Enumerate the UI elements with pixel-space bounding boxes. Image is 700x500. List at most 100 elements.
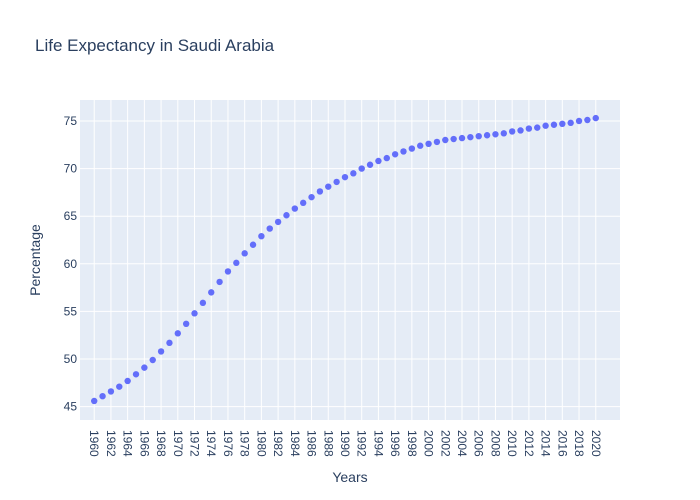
data-point	[216, 278, 223, 286]
data-points	[91, 114, 599, 405]
data-point	[592, 114, 599, 122]
data-point	[149, 356, 156, 364]
x-tick-label: 1988	[321, 430, 335, 457]
data-point	[308, 193, 315, 201]
x-tick-label: 2018	[572, 430, 586, 457]
y-tick-label: 60	[64, 257, 78, 271]
x-tick-label: 2000	[422, 430, 436, 457]
data-point	[341, 173, 349, 181]
x-tick-label: 1994	[371, 430, 385, 457]
x-tick-label: 1990	[338, 430, 352, 457]
data-point	[132, 371, 140, 378]
x-tick-label: 1984	[288, 430, 302, 457]
data-point	[417, 142, 424, 149]
x-gridlines	[93, 100, 597, 420]
data-point	[375, 157, 382, 165]
data-point	[425, 140, 432, 148]
data-point	[550, 121, 558, 128]
data-point	[483, 132, 491, 139]
x-tick-label: 2016	[555, 430, 569, 457]
data-point	[500, 130, 508, 137]
x-tick-label: 1986	[305, 430, 319, 457]
data-point	[91, 397, 98, 405]
x-tick-label: 2020	[589, 430, 603, 457]
data-point	[157, 348, 165, 355]
data-point	[442, 136, 449, 144]
plot-area	[80, 100, 620, 420]
data-point	[182, 320, 190, 328]
data-point	[299, 199, 307, 207]
data-point	[208, 289, 215, 296]
data-point	[258, 232, 265, 240]
x-tick-label: 1976	[221, 430, 235, 457]
data-point	[584, 116, 591, 124]
x-tick-label: 1982	[271, 430, 285, 457]
data-point	[333, 178, 340, 186]
x-tick-label: 2014	[539, 430, 553, 457]
x-tick-label: 2012	[522, 430, 536, 457]
data-point	[534, 124, 541, 131]
data-point	[233, 259, 240, 267]
data-point	[467, 133, 474, 141]
data-point	[274, 218, 282, 226]
data-point	[124, 377, 131, 385]
x-tick-label: 1978	[238, 430, 252, 457]
data-point	[241, 250, 248, 257]
x-tick-label: 1996	[388, 430, 402, 457]
data-point	[492, 131, 499, 138]
data-point	[458, 134, 466, 142]
data-point	[450, 135, 457, 143]
y-tick-label: 55	[64, 304, 78, 318]
data-point	[141, 364, 148, 371]
data-point	[525, 125, 533, 132]
data-point	[383, 154, 390, 162]
data-point	[166, 339, 173, 347]
data-point	[408, 145, 416, 152]
x-tick-label: 2006	[472, 430, 486, 457]
data-point	[316, 188, 324, 195]
data-point	[224, 268, 232, 275]
y-tick-label: 75	[64, 114, 78, 128]
x-tick-label: 1974	[204, 430, 218, 457]
data-point	[291, 205, 299, 212]
data-point	[350, 170, 357, 177]
x-tick-label: 1966	[137, 430, 151, 457]
x-tick-label: 1980	[254, 430, 268, 457]
data-point	[99, 392, 106, 400]
x-tick-label: 2008	[488, 430, 502, 457]
data-point	[191, 310, 198, 317]
y-tick-label: 65	[64, 209, 78, 223]
data-point	[508, 128, 516, 135]
data-point	[517, 127, 524, 134]
x-tick-label: 1968	[154, 430, 168, 457]
x-tick-label: 1998	[405, 430, 419, 457]
data-point	[433, 138, 441, 146]
x-axis-label: Years	[332, 469, 367, 485]
y-tick-labels: 45 50 55 60 65 70 75	[64, 114, 78, 414]
x-tick-label: 1992	[355, 430, 369, 457]
data-point	[366, 161, 374, 168]
data-point	[107, 388, 115, 395]
x-tick-label: 1962	[104, 430, 118, 457]
data-point	[475, 132, 482, 140]
data-point	[266, 225, 273, 232]
data-point	[199, 299, 207, 307]
chart-title: Life Expectancy in Saudi Arabia	[35, 36, 275, 55]
data-point	[575, 117, 583, 125]
data-point	[174, 330, 182, 337]
x-tick-label: 2010	[505, 430, 519, 457]
x-tick-label: 2002	[438, 430, 452, 457]
data-point	[567, 119, 574, 127]
x-tick-label: 1964	[121, 430, 135, 457]
x-tick-label: 1960	[87, 430, 101, 457]
x-tick-label: 1970	[171, 430, 185, 457]
data-point	[116, 383, 123, 390]
data-point	[358, 165, 365, 172]
data-point	[391, 151, 399, 158]
x-tick-label: 1972	[188, 430, 202, 457]
data-point	[542, 122, 549, 129]
x-tick-labels: 1960 1962 1964 1966 1968 1970 1972 1974 1976 1978…	[87, 430, 603, 457]
y-axis-label: Percentage	[27, 224, 43, 296]
data-point	[249, 241, 257, 248]
